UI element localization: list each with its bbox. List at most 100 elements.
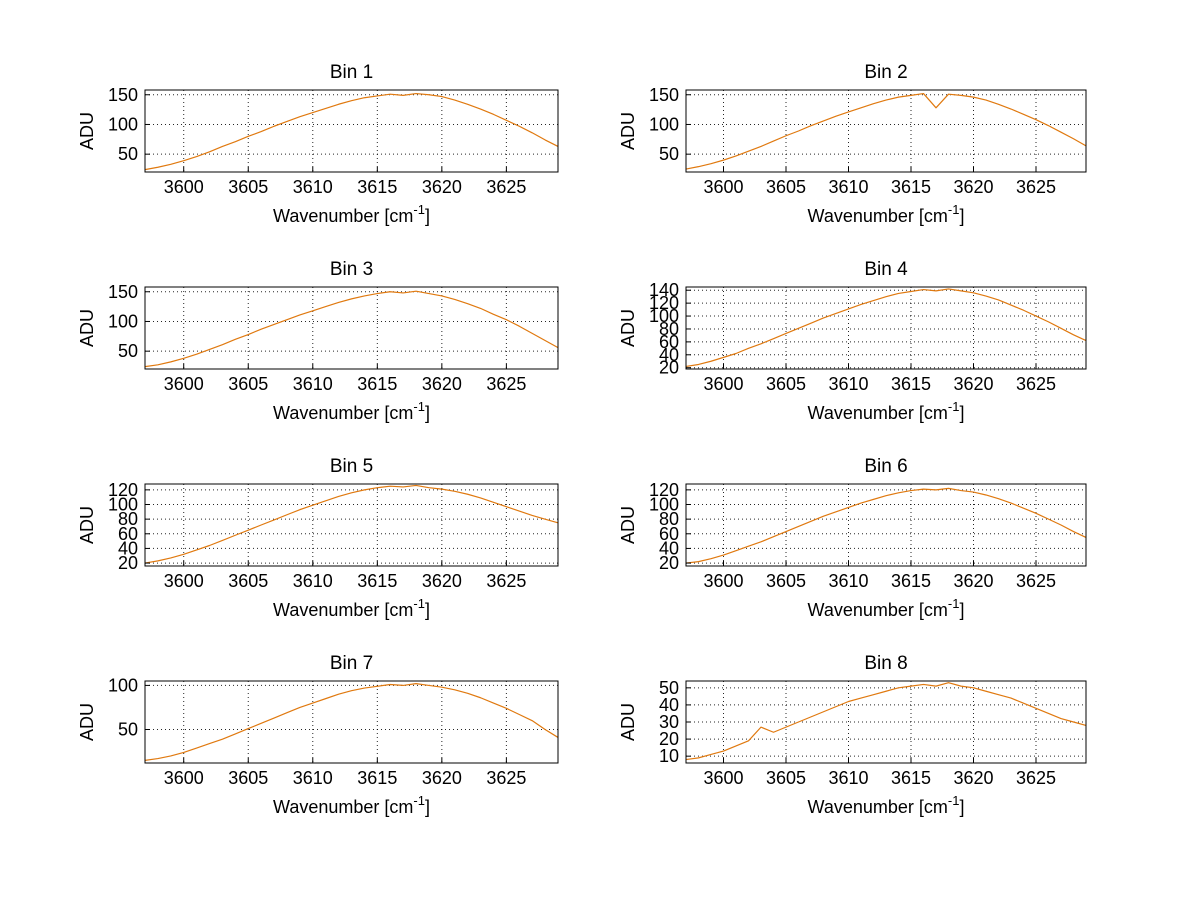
- y-tick-label: 80: [659, 509, 679, 529]
- x-tick-label: 3605: [766, 374, 806, 394]
- series-line: [685, 682, 1087, 761]
- x-tick-label: 3620: [422, 571, 462, 591]
- y-tick-label: 60: [118, 524, 138, 544]
- y-tick-label: 120: [108, 480, 138, 500]
- plot-area: [145, 90, 558, 172]
- x-tick-label: 3625: [486, 768, 526, 788]
- chart-bin-1: 3600 3605 3610 3615 3620 3625 50 100 150 Bin 1 ADU…: [77, 62, 559, 226]
- x-axis-label: Wavenumber [cm-1]: [808, 399, 965, 423]
- axes-box: [144, 680, 559, 764]
- y-tick-label: 30: [659, 712, 679, 732]
- y-tick-label: 40: [659, 538, 679, 558]
- x-tick-label: 3615: [357, 374, 397, 394]
- y-axis-label: ADU: [618, 309, 638, 347]
- series-line: [144, 92, 559, 171]
- chart-title: Bin 5: [330, 456, 373, 477]
- series-line: [685, 288, 1087, 368]
- axes-box: [685, 483, 1087, 567]
- chart-title: Bin 2: [864, 62, 907, 83]
- y-tick-label: 150: [108, 282, 138, 302]
- x-tick-label: 3620: [422, 374, 462, 394]
- x-tick-label: 3625: [1016, 768, 1056, 788]
- y-tick-label: 60: [659, 332, 679, 352]
- y-tick-label: 10: [659, 746, 679, 766]
- chart-bin-2: 3600 3605 3610 3615 3620 3625 50 100 150 Bin 2 ADU…: [618, 62, 1087, 226]
- x-tick-label: 3610: [293, 374, 333, 394]
- x-tick-label: 3610: [828, 177, 868, 197]
- y-tick-label: 20: [659, 358, 679, 378]
- x-tick-label: 3605: [228, 768, 268, 788]
- x-axis-label: Wavenumber [cm-1]: [808, 596, 965, 620]
- chart-bin-3: 3600 3605 3610 3615 3620 3625 50 100 150 Bin 3 ADU…: [77, 259, 559, 423]
- plot-area: [686, 287, 1086, 369]
- x-tick-label: 3625: [1016, 374, 1056, 394]
- x-tick-label: 3620: [953, 177, 993, 197]
- y-tick-label: 20: [659, 729, 679, 749]
- plot-area: [145, 484, 558, 566]
- y-axis-label: ADU: [77, 112, 97, 150]
- axes-box: [685, 89, 1087, 173]
- x-tick-label: 3610: [828, 374, 868, 394]
- y-tick-label: 60: [659, 524, 679, 544]
- axes-box: [144, 89, 559, 173]
- x-tick-label: 3610: [293, 571, 333, 591]
- y-tick-label: 40: [659, 345, 679, 365]
- y-axis-label: ADU: [77, 309, 97, 347]
- x-tick-label: 3600: [703, 374, 743, 394]
- y-tick-label: 100: [108, 495, 138, 515]
- axes-box: [144, 286, 559, 370]
- y-tick-label: 20: [659, 553, 679, 573]
- x-tick-label: 3605: [228, 374, 268, 394]
- y-axis-label: ADU: [618, 703, 638, 741]
- x-tick-label: 3615: [891, 374, 931, 394]
- y-tick-label: 40: [118, 538, 138, 558]
- plot-area: [686, 90, 1086, 172]
- y-axis-label: ADU: [618, 112, 638, 150]
- chart-title: Bin 8: [864, 653, 907, 674]
- chart-title: Bin 6: [864, 456, 907, 477]
- y-tick-label: 20: [118, 553, 138, 573]
- chart-title: Bin 1: [330, 62, 373, 83]
- plot-area: [686, 484, 1086, 566]
- x-tick-label: 3620: [953, 374, 993, 394]
- y-tick-label: 100: [649, 306, 679, 326]
- x-tick-label: 3615: [891, 177, 931, 197]
- y-tick-label: 100: [649, 495, 679, 515]
- x-axis-label: Wavenumber [cm-1]: [273, 793, 430, 817]
- x-tick-label: 3625: [486, 177, 526, 197]
- x-tick-label: 3620: [953, 768, 993, 788]
- x-tick-label: 3600: [703, 571, 743, 591]
- plot-area: [145, 287, 558, 369]
- x-tick-label: 3625: [486, 374, 526, 394]
- y-tick-label: 50: [118, 144, 138, 164]
- x-tick-label: 3605: [766, 177, 806, 197]
- x-axis-label: Wavenumber [cm-1]: [273, 596, 430, 620]
- x-tick-label: 3600: [164, 374, 204, 394]
- x-axis-label: Wavenumber [cm-1]: [808, 202, 965, 226]
- y-tick-label: 100: [108, 311, 138, 331]
- x-tick-label: 3625: [1016, 177, 1056, 197]
- y-tick-label: 80: [118, 509, 138, 529]
- x-tick-label: 3605: [766, 571, 806, 591]
- axes-box: [144, 483, 559, 567]
- x-tick-label: 3605: [228, 571, 268, 591]
- x-tick-label: 3615: [891, 571, 931, 591]
- x-tick-label: 3600: [703, 768, 743, 788]
- y-axis-label: ADU: [77, 506, 97, 544]
- y-axis-label: ADU: [77, 703, 97, 741]
- x-tick-label: 3610: [828, 571, 868, 591]
- x-tick-label: 3615: [357, 177, 397, 197]
- y-tick-label: 100: [649, 114, 679, 134]
- y-tick-label: 50: [118, 719, 138, 739]
- y-tick-label: 100: [108, 114, 138, 134]
- chart-bin-4: 3600 3605 3610 3615 3620 3625 2040608010012014…: [618, 259, 1087, 423]
- x-tick-label: 3610: [293, 768, 333, 788]
- x-tick-label: 3620: [422, 768, 462, 788]
- x-axis-label: Wavenumber [cm-1]: [273, 399, 430, 423]
- series-line: [144, 683, 559, 761]
- x-tick-label: 3605: [766, 768, 806, 788]
